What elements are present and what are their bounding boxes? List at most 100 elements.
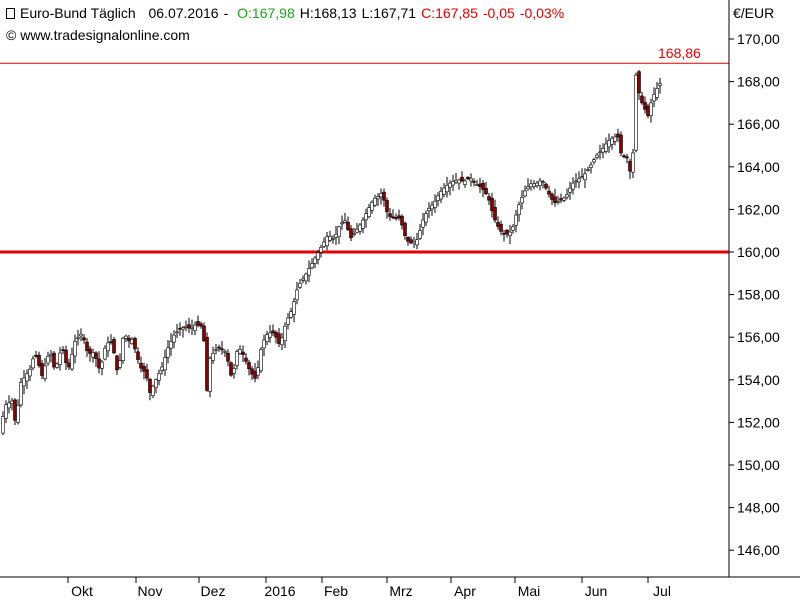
candle	[568, 181, 572, 200]
candle	[520, 190, 524, 210]
candle	[604, 137, 608, 154]
candle	[199, 321, 203, 329]
candle	[163, 349, 167, 376]
candle	[55, 362, 59, 369]
candle	[7, 395, 11, 414]
candle	[472, 178, 476, 187]
candle	[607, 133, 611, 153]
candle	[196, 315, 200, 328]
candle	[31, 355, 35, 371]
candle	[631, 148, 635, 179]
candle	[277, 328, 281, 348]
candle	[241, 345, 245, 363]
candle	[64, 345, 68, 371]
candle	[223, 349, 227, 358]
candle	[634, 72, 638, 153]
candle	[250, 366, 254, 380]
candle	[658, 77, 662, 94]
candle	[499, 220, 503, 236]
candle	[136, 347, 140, 364]
bar-date: 06.07.2016	[148, 5, 219, 21]
candle	[280, 332, 284, 351]
x-tick-label: Nov	[138, 583, 163, 599]
candle	[202, 322, 206, 342]
candle	[22, 370, 26, 395]
candle	[52, 351, 56, 370]
candle	[445, 176, 449, 198]
candle	[292, 297, 296, 323]
candle	[190, 319, 194, 336]
candle	[523, 185, 527, 198]
candle	[382, 188, 386, 207]
candle	[100, 360, 104, 376]
candle	[571, 177, 575, 195]
candle	[601, 143, 605, 159]
candle	[49, 350, 53, 363]
candle	[154, 378, 158, 394]
candle	[451, 174, 455, 191]
candle	[547, 185, 551, 198]
y-tick-label: 146,00	[737, 542, 780, 558]
candle	[229, 361, 233, 377]
candle	[511, 224, 515, 234]
candle	[25, 369, 29, 390]
candle	[91, 348, 95, 363]
candle	[421, 213, 425, 236]
candle	[310, 258, 314, 270]
candle	[352, 228, 356, 237]
change-percent: -0,03%	[519, 5, 565, 21]
candle	[397, 209, 401, 221]
candle	[475, 179, 479, 187]
candle	[82, 334, 86, 344]
candle	[313, 255, 317, 269]
candle	[301, 275, 305, 284]
y-tick-label: 152,00	[737, 414, 780, 430]
candle	[220, 341, 224, 355]
candle	[544, 182, 548, 191]
y-tick-label: 148,00	[737, 500, 780, 516]
candle	[181, 325, 185, 338]
candle	[526, 178, 530, 191]
candle	[304, 272, 308, 285]
candle	[184, 320, 188, 332]
candle	[139, 356, 143, 373]
candle	[466, 176, 470, 181]
candle	[595, 153, 599, 160]
candle	[316, 249, 320, 265]
candle	[505, 229, 509, 238]
candle	[151, 384, 155, 399]
candle	[415, 232, 419, 250]
candle	[598, 144, 602, 160]
candle	[412, 236, 416, 249]
candle	[646, 103, 650, 119]
candle	[559, 193, 563, 204]
candle	[16, 399, 20, 425]
candle	[259, 346, 263, 373]
candle	[502, 229, 506, 242]
x-tick-label: Mrz	[389, 583, 412, 599]
candle	[340, 215, 344, 230]
y-tick-label: 150,00	[737, 457, 780, 473]
candle	[367, 203, 371, 219]
close-value: C:167,85	[421, 5, 478, 21]
candle	[556, 195, 560, 205]
candle	[448, 180, 452, 196]
candle	[334, 226, 338, 245]
candle	[364, 208, 368, 228]
candle	[226, 349, 230, 367]
candle	[592, 157, 596, 165]
candle	[247, 359, 251, 376]
candle	[319, 244, 323, 258]
candle	[13, 398, 17, 426]
x-tick-label: 2016	[264, 583, 295, 599]
y-tick-label: 164,00	[737, 159, 780, 175]
candle	[346, 216, 350, 232]
candle	[385, 197, 389, 219]
candle	[439, 186, 443, 203]
y-tick-label: 160,00	[737, 244, 780, 260]
candle	[271, 324, 275, 337]
checkbox-icon[interactable]	[6, 8, 15, 19]
candle	[484, 181, 488, 195]
high-value: H:168,13	[299, 5, 357, 21]
